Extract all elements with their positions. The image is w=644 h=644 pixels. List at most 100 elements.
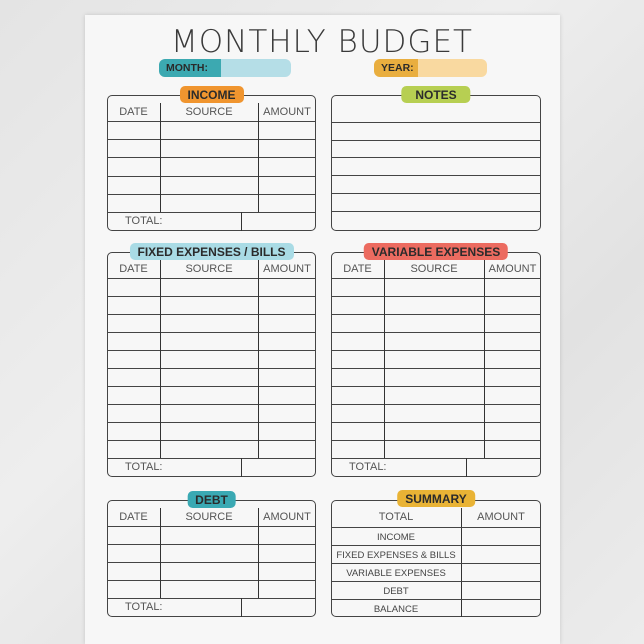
amount-column-header: AMOUNT (263, 263, 311, 275)
row-divider (107, 314, 316, 315)
summary-row-label: VARIABLE EXPENSES (346, 568, 446, 579)
row-divider (107, 193, 316, 195)
row-divider (107, 139, 316, 141)
debt-heading: DEBT (187, 491, 236, 508)
row-divider (107, 386, 316, 387)
row-divider (107, 212, 316, 213)
row-divider (331, 386, 541, 387)
variable-entry-row[interactable] (331, 422, 541, 440)
row-divider (107, 544, 316, 545)
note-line (331, 193, 541, 194)
row-divider (107, 157, 316, 159)
column-divider (160, 508, 161, 598)
row-divider (331, 296, 541, 297)
variable-entry-row[interactable] (331, 404, 541, 422)
month-label: MONTH: (159, 59, 221, 77)
income-entry-row[interactable] (107, 139, 316, 157)
summary-amount-cell[interactable] (461, 527, 541, 545)
amount-column-header: AMOUNT (477, 511, 525, 523)
total-column-header: TOTAL (378, 511, 414, 523)
total-label: TOTAL: (125, 601, 163, 613)
year-field[interactable]: YEAR: (374, 59, 487, 77)
summary-row-label: INCOME (377, 532, 415, 543)
fixed-entry-row[interactable] (107, 332, 316, 350)
column-divider (241, 212, 242, 231)
summary-amount-cell[interactable] (461, 599, 541, 617)
row-divider (107, 175, 316, 177)
fixed-entry-row[interactable] (107, 440, 316, 458)
amount-column-header: AMOUNT (488, 263, 537, 275)
column-divider (258, 103, 259, 212)
note-line (331, 122, 541, 123)
fixed-entry-row[interactable] (107, 368, 316, 386)
income-total-value[interactable] (241, 212, 316, 231)
amount-column-header: AMOUNT (263, 106, 311, 118)
variable-entry-row[interactable] (331, 440, 541, 458)
note-line (331, 157, 541, 158)
date-column-header: DATE (343, 263, 372, 275)
row-divider (107, 332, 316, 333)
total-label: TOTAL: (125, 215, 163, 227)
fixed-entry-row[interactable] (107, 278, 316, 296)
fixed-entry-row[interactable] (107, 386, 316, 404)
source-column-header: SOURCE (410, 263, 458, 275)
variable-total-value[interactable] (466, 458, 541, 477)
variable-entry-row[interactable] (331, 350, 541, 368)
fixed-entry-row[interactable] (107, 350, 316, 368)
divider (331, 278, 541, 279)
summary-row-label: BALANCE (373, 604, 419, 615)
page-title: MONTHLY BUDGET (171, 24, 473, 60)
date-column-header: DATE (119, 511, 148, 523)
amount-column-header: AMOUNT (263, 511, 311, 523)
variable-entry-row[interactable] (331, 278, 541, 296)
date-column-header: DATE (119, 263, 148, 275)
month-field[interactable]: MONTH: (159, 59, 291, 77)
total-label: TOTAL: (125, 461, 163, 473)
debt-entry-row[interactable] (107, 544, 316, 562)
summary-amount-cell[interactable] (461, 563, 541, 581)
summary-amount-cell[interactable] (461, 545, 541, 563)
income-heading: INCOME (179, 86, 244, 103)
summary-row-label: DEBT (383, 586, 409, 597)
debt-entry-row[interactable] (107, 580, 316, 598)
notes-heading: NOTES (401, 86, 471, 103)
row-divider (107, 598, 316, 599)
debt-total-value[interactable] (241, 598, 316, 617)
row-divider (107, 368, 316, 369)
fixed-total-value[interactable] (241, 458, 316, 477)
variable-entry-row[interactable] (331, 296, 541, 314)
income-entry-row[interactable] (107, 194, 316, 212)
row-divider (107, 350, 316, 351)
column-divider (384, 260, 385, 458)
source-column-header: SOURCE (185, 106, 233, 118)
debt-entry-row[interactable] (107, 526, 316, 544)
fixed-heading: FIXED EXPENSES / BILLS (129, 243, 294, 260)
variable-entry-row[interactable] (331, 314, 541, 332)
income-entry-row[interactable] (107, 121, 316, 139)
column-divider (258, 508, 259, 598)
row-divider (107, 458, 316, 459)
variable-entry-row[interactable] (331, 368, 541, 386)
column-divider (484, 260, 485, 458)
month-value[interactable] (221, 59, 291, 77)
row-divider (331, 350, 541, 351)
fixed-entry-row[interactable] (107, 296, 316, 314)
variable-entry-row[interactable] (331, 332, 541, 350)
notes-area[interactable] (331, 104, 541, 230)
total-label: TOTAL: (349, 461, 387, 473)
divider (107, 278, 316, 279)
year-value[interactable] (418, 59, 487, 77)
income-entry-row[interactable] (107, 157, 316, 175)
fixed-entry-row[interactable] (107, 422, 316, 440)
row-divider (331, 332, 541, 333)
income-entry-row[interactable] (107, 176, 316, 194)
row-divider (331, 458, 541, 459)
summary-amount-cell[interactable] (461, 581, 541, 599)
column-divider (241, 598, 242, 617)
debt-entry-row[interactable] (107, 562, 316, 580)
fixed-entry-row[interactable] (107, 314, 316, 332)
variable-entry-row[interactable] (331, 386, 541, 404)
note-line (331, 211, 541, 212)
row-divider (331, 599, 541, 600)
fixed-entry-row[interactable] (107, 404, 316, 422)
